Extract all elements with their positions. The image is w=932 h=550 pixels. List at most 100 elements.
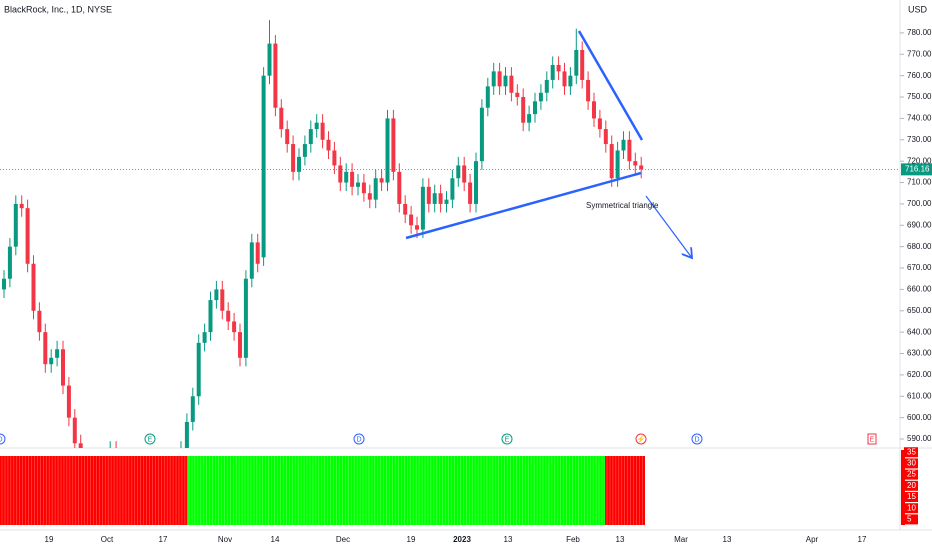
x-tick-label: Apr [806,535,819,544]
candle-body [438,193,443,204]
candle-body [196,342,201,397]
x-tick-label: 2023 [453,535,471,544]
y-tick-label: 760.00 [907,71,932,80]
indicator-tick-label: 15 [907,492,916,501]
event-icon [635,433,647,445]
candle-body [527,114,532,123]
candle-body [450,178,455,200]
candle-body [503,75,508,87]
candle-body [332,150,337,166]
candle-body [320,122,325,140]
x-tick-label: 13 [504,535,513,544]
candle-body [344,171,349,183]
candle-body [31,263,36,311]
candle-body [202,332,207,343]
x-tick-label: 17 [159,535,168,544]
y-tick-label: 740.00 [907,114,932,123]
candle-body [7,246,12,279]
candle-body [397,171,402,204]
candle-body [509,75,514,93]
x-tick-label: Mar [674,535,688,544]
candle-body [314,122,319,130]
y-tick-label: 660.00 [907,285,932,294]
candle-body [255,242,260,264]
indicator-band [605,456,645,525]
y-tick-label: 650.00 [907,306,932,315]
last-price-box [901,163,932,176]
x-tick-label: Feb [566,535,580,544]
candle-body [597,118,602,130]
candle-body [302,144,307,157]
y-tick-label: 750.00 [907,92,932,101]
y-tick-label: 700.00 [907,199,932,208]
candle-body [367,193,372,200]
candle-body [627,139,632,162]
currency: USD [908,4,928,14]
y-tick-label: 770.00 [907,49,932,58]
x-tick-label: 14 [271,535,280,544]
x-tick-label: 19 [407,535,416,544]
indicator-tick-bg [904,503,918,514]
candle-body [43,332,48,365]
candle-body [373,178,378,200]
candle-body [580,50,585,80]
candle-body [462,165,467,183]
candle-body [603,129,608,145]
candle-body [55,349,60,358]
candle-body [208,300,213,333]
trendline-upper [577,30,644,141]
candle-body [61,349,65,386]
candle-body [432,193,437,204]
y-tick-label: 680.00 [907,242,932,251]
candle-body [25,208,30,264]
event-icon [501,433,513,445]
candle-body [291,144,296,172]
candle-body [479,107,484,162]
indicator-band [187,456,605,525]
candle-body [468,182,473,204]
y-tick-label: 690.00 [907,220,932,229]
y-tick-label: 720.00 [907,156,932,165]
candle-body [66,385,71,418]
indicator-tick-bg [904,480,918,491]
candle-body [586,79,591,102]
candle-body [385,118,390,183]
candle-body [544,79,549,93]
annotation: Symmetrical triangle [586,201,659,210]
indicator-tick-bg [904,447,918,458]
y-tick-label: 640.00 [907,327,932,336]
candle-body [2,278,6,290]
candle-body [556,64,561,72]
y-tick-label: 780.00 [907,28,932,37]
indicator-tick-label: 35 [907,447,916,456]
x-tick-label: Dec [336,535,350,544]
candle-body [415,225,419,230]
candle-body [13,203,18,247]
candle-body [621,139,626,151]
y-tick-label: 670.00 [907,263,932,272]
trendline-lower [405,171,642,240]
candle-body [267,43,272,76]
x-tick-label: 13 [616,535,625,544]
event-icon [867,433,877,445]
candle-body [285,129,290,145]
candle-body [338,165,343,183]
indicator-tick-label: 20 [907,481,916,490]
x-tick-label: 17 [858,535,867,544]
candle-body [574,50,579,76]
candle-body [184,421,189,448]
indicator-scale-bar [901,450,905,525]
candle-body [238,332,242,358]
candle-body [249,242,254,279]
event-label: D [356,436,361,443]
candle-body [426,186,431,204]
candle-body [633,161,638,166]
event-label: E [870,436,875,443]
chart-title: BlackRock, Inc., 1D, NYSE [4,4,112,14]
indicator-tick-bg [904,458,918,469]
candle-body [308,129,313,145]
candle-body [350,171,355,187]
candle-body [491,71,496,87]
candle-body [190,396,195,422]
